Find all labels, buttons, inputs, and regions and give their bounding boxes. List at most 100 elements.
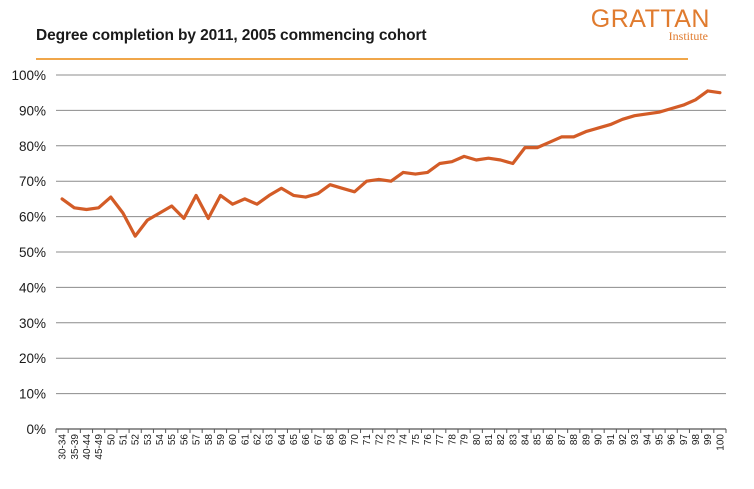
data-point bbox=[573, 136, 575, 138]
x-tick-label: 86 bbox=[545, 434, 556, 446]
data-point bbox=[341, 187, 343, 189]
x-tick-label: 56 bbox=[179, 434, 190, 446]
y-tick-label: 90% bbox=[19, 103, 46, 118]
data-point bbox=[183, 217, 185, 219]
data-point bbox=[98, 207, 100, 209]
x-tick-label: 82 bbox=[496, 434, 507, 446]
x-tick-label: 45-49 bbox=[94, 434, 105, 460]
data-point bbox=[524, 146, 526, 149]
x-tick-label: 67 bbox=[313, 434, 324, 446]
data-point bbox=[548, 141, 550, 143]
data-point bbox=[658, 111, 660, 113]
x-tick-label: 91 bbox=[606, 434, 617, 446]
data-point bbox=[463, 155, 465, 158]
data-point bbox=[560, 136, 563, 138]
y-tick-label: 10% bbox=[19, 387, 46, 402]
x-tick-label: 90 bbox=[594, 434, 605, 446]
x-tick-label: 88 bbox=[569, 434, 580, 446]
x-tick-label: 69 bbox=[338, 434, 349, 446]
x-tick-label: 50 bbox=[106, 434, 117, 446]
x-tick-label: 53 bbox=[143, 434, 154, 446]
x-tick-label: 76 bbox=[423, 434, 434, 446]
data-point bbox=[85, 208, 88, 211]
data-point bbox=[219, 194, 222, 196]
data-point bbox=[414, 173, 416, 175]
data-point bbox=[719, 92, 721, 94]
x-tick-label: 100 bbox=[715, 434, 726, 451]
x-tick-label: 98 bbox=[691, 434, 702, 446]
data-point bbox=[536, 146, 538, 149]
x-tick-label: 81 bbox=[484, 434, 495, 446]
data-point bbox=[670, 108, 672, 110]
data-point bbox=[122, 212, 124, 214]
x-tick-label: 85 bbox=[533, 434, 544, 446]
x-tick-label: 87 bbox=[557, 434, 568, 446]
x-tick-label: 73 bbox=[387, 434, 398, 446]
chart-title: Degree completion by 2011, 2005 commenci… bbox=[36, 27, 427, 44]
x-tick-label: 62 bbox=[253, 434, 264, 446]
data-point bbox=[646, 113, 648, 115]
data-point bbox=[500, 159, 502, 161]
x-tick-label: 35-39 bbox=[70, 434, 81, 460]
data-point bbox=[366, 180, 368, 182]
x-tick-label: 51 bbox=[119, 434, 130, 446]
data-point bbox=[256, 203, 258, 205]
data-point bbox=[244, 198, 246, 200]
data-point bbox=[487, 157, 490, 159]
x-tick-label: 94 bbox=[642, 434, 653, 446]
x-tick-label: 66 bbox=[301, 434, 312, 446]
logo-wordmark: GRATTAN bbox=[590, 5, 710, 33]
x-tick-label: 65 bbox=[289, 434, 300, 446]
data-point bbox=[597, 127, 599, 129]
x-tick-label: 64 bbox=[277, 434, 288, 446]
y-tick-label: 60% bbox=[19, 210, 46, 225]
x-tick-label: 54 bbox=[155, 434, 166, 446]
x-tick-label: 57 bbox=[192, 434, 203, 446]
y-tick-label: 100% bbox=[11, 68, 46, 83]
data-point bbox=[426, 171, 429, 173]
x-tick-label: 72 bbox=[374, 434, 385, 446]
x-tick-label: 96 bbox=[667, 434, 678, 446]
x-tick-label: 71 bbox=[362, 434, 373, 446]
x-tick-label: 63 bbox=[265, 434, 276, 446]
data-point bbox=[621, 118, 624, 120]
data-point bbox=[195, 194, 197, 196]
data-point bbox=[207, 217, 209, 219]
grattan-logo: GRATTAN Institute bbox=[591, 6, 710, 44]
y-tick-label: 0% bbox=[26, 422, 46, 437]
x-tick-label: 99 bbox=[703, 434, 714, 446]
x-tick-label: 75 bbox=[411, 434, 422, 446]
data-point bbox=[390, 180, 392, 182]
x-tick-label: 93 bbox=[630, 434, 641, 446]
header-divider bbox=[36, 58, 688, 60]
x-tick-label: 97 bbox=[679, 434, 690, 446]
x-tick-label: 70 bbox=[350, 434, 361, 446]
data-point bbox=[317, 192, 319, 195]
data-point bbox=[73, 207, 75, 209]
data-point bbox=[475, 159, 477, 161]
x-tick-label: 79 bbox=[460, 434, 471, 446]
data-point bbox=[292, 194, 295, 196]
data-point bbox=[232, 203, 234, 205]
data-point bbox=[378, 178, 380, 181]
data-point bbox=[451, 161, 453, 163]
data-point bbox=[585, 131, 587, 133]
x-tick-label: 60 bbox=[228, 434, 239, 446]
y-tick-label: 70% bbox=[19, 174, 46, 189]
y-tick-label: 80% bbox=[19, 139, 46, 154]
data-point bbox=[146, 219, 148, 221]
data-point bbox=[694, 99, 697, 101]
x-tick-label: 55 bbox=[167, 434, 178, 446]
y-tick-label: 50% bbox=[19, 245, 46, 260]
x-tick-label: 59 bbox=[216, 434, 227, 446]
data-point bbox=[682, 104, 684, 106]
data-point bbox=[61, 198, 63, 200]
data-point bbox=[280, 187, 282, 189]
x-tick-label: 30-34 bbox=[58, 434, 69, 460]
y-tick-label: 40% bbox=[19, 280, 46, 295]
x-tick-label: 61 bbox=[240, 434, 251, 446]
data-point bbox=[171, 205, 173, 207]
x-tick-label: 89 bbox=[581, 434, 592, 446]
data-point bbox=[268, 194, 270, 196]
